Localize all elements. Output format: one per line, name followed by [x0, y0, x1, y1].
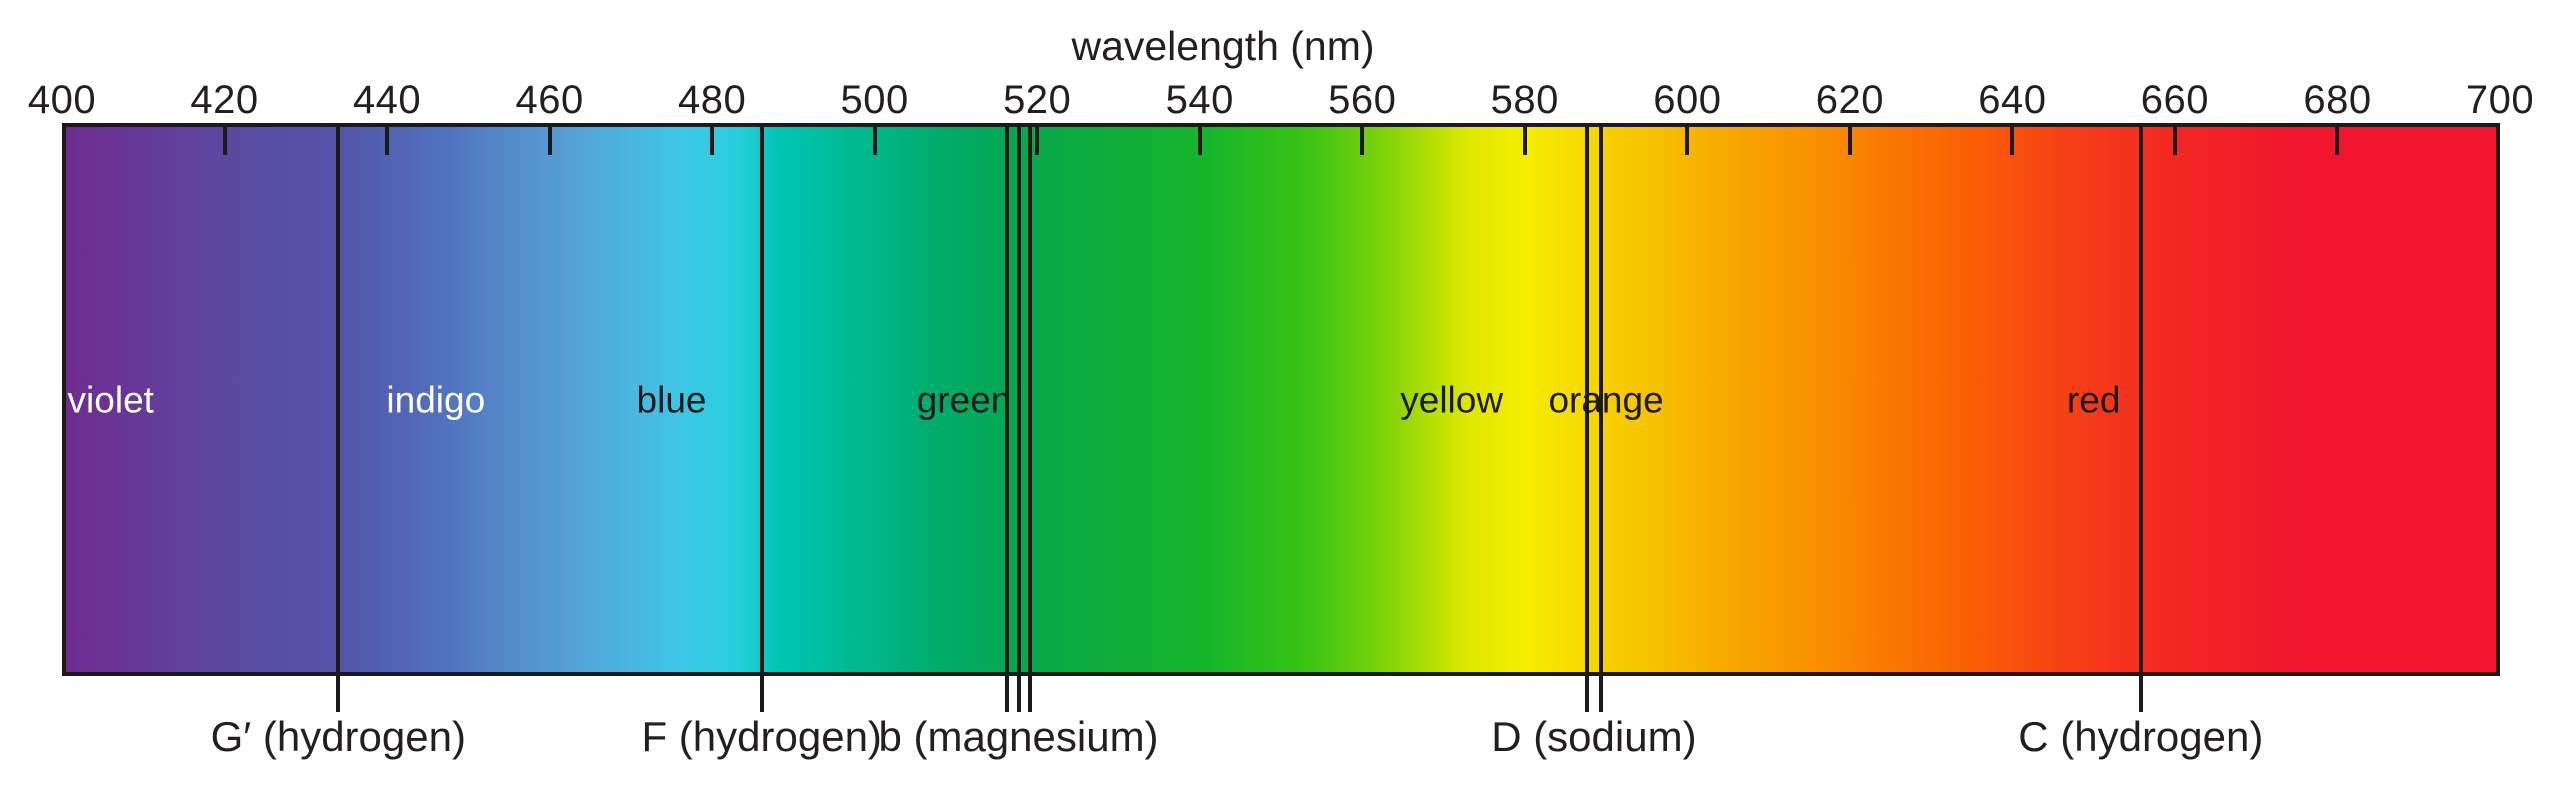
tick-mark-580 — [1522, 123, 1527, 155]
axis-title: wavelength (nm) — [1071, 23, 1375, 69]
tick-mark-420 — [222, 123, 227, 155]
tick-label-560: 560 — [1328, 78, 1397, 122]
band-label-yellow: yellow — [1400, 379, 1504, 421]
tick-mark-440 — [385, 123, 390, 155]
tick-label-700: 700 — [2465, 78, 2535, 122]
tick-label-540: 540 — [1165, 78, 1234, 122]
tick-mark-680 — [2335, 123, 2340, 155]
tick-label-520: 520 — [1003, 78, 1072, 122]
fraunhofer-label-sodium-D: D (sodium) — [1491, 713, 1697, 760]
tick-label-600: 600 — [1653, 78, 1722, 122]
tick-label-460: 460 — [515, 78, 584, 122]
band-label-violet: violet — [67, 379, 154, 421]
band-label-orange: orange — [1548, 379, 1664, 421]
tick-label-580: 580 — [1490, 78, 1559, 122]
tick-label-480: 480 — [678, 78, 747, 122]
tick-mark-460 — [547, 123, 552, 155]
fraunhofer-line-magnesium-517.7 — [1016, 123, 1021, 712]
fraunhofer-label-hydrogen-F: F (hydrogen) — [641, 713, 882, 760]
fraunhofer-line-hydrogen-434 — [336, 123, 341, 712]
tick-mark-640 — [2010, 123, 2015, 155]
fraunhofer-label-hydrogen-Gprime: G′ (hydrogen) — [210, 713, 466, 760]
band-label-indigo: indigo — [386, 379, 486, 421]
tick-label-440: 440 — [352, 78, 422, 122]
tick-mark-520 — [1035, 123, 1040, 155]
tick-mark-600 — [1685, 123, 1690, 155]
tick-label-500: 500 — [840, 78, 909, 122]
tick-mark-540 — [1197, 123, 1202, 155]
band-label-red: red — [2066, 379, 2121, 421]
fraunhofer-line-hydrogen-486.1 — [759, 123, 764, 712]
fraunhofer-line-hydrogen-655.8 — [2138, 123, 2143, 712]
fraunhofer-label-magnesium-b: b (magnesium) — [878, 713, 1159, 760]
tick-label-620: 620 — [1815, 78, 1884, 122]
tick-label-400: 400 — [27, 78, 97, 122]
fraunhofer-line-sodium-589.4 — [1599, 123, 1604, 712]
tick-label-420: 420 — [190, 78, 259, 122]
tick-label-640: 640 — [1978, 78, 2047, 122]
band-label-blue: blue — [636, 379, 707, 421]
fraunhofer-line-sodium-587.6 — [1584, 123, 1589, 712]
tick-label-680: 680 — [2303, 78, 2372, 122]
tick-mark-620 — [1847, 123, 1852, 155]
fraunhofer-line-magnesium-519.1 — [1027, 123, 1032, 712]
fraunhofer-label-hydrogen-C: C (hydrogen) — [2018, 713, 2264, 760]
tick-mark-560 — [1360, 123, 1365, 155]
tick-mark-660 — [2172, 123, 2177, 155]
tick-mark-500 — [872, 123, 877, 155]
spectrum-bar — [62, 123, 2500, 676]
band-label-green: green — [916, 379, 1012, 421]
tick-label-660: 660 — [2140, 78, 2210, 122]
fraunhofer-line-magnesium-516.3 — [1005, 123, 1010, 712]
tick-mark-480 — [710, 123, 715, 155]
